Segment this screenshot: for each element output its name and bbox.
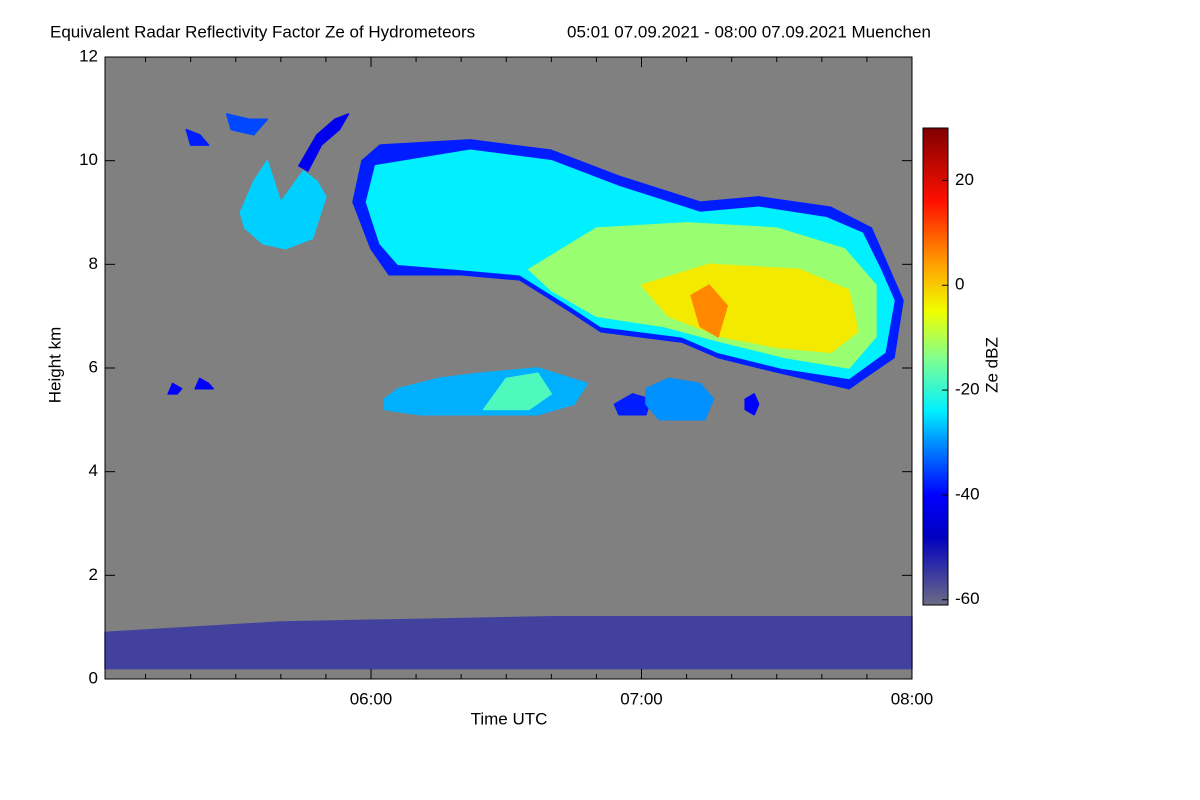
colorbar (922, 127, 949, 606)
colorbar-tick-label: -20 (955, 380, 980, 399)
colorbar-label: Ze dBZ (982, 337, 1001, 393)
y-tick-label: 6 (89, 357, 98, 376)
x-tick-label: 08:00 (891, 689, 934, 708)
x-tick-label: 06:00 (350, 689, 393, 708)
y-axis-label: Height km (45, 327, 64, 404)
echo-region (104, 616, 913, 670)
echo-region (298, 113, 350, 172)
y-tick-label: 12 (79, 46, 98, 65)
echo-region (744, 393, 760, 416)
colorbar-tick-label: 20 (955, 170, 974, 189)
echo-region (640, 263, 859, 354)
y-tick-label: 8 (89, 254, 98, 273)
chart-title: Equivalent Radar Reflectivity Factor Ze … (50, 22, 475, 41)
echo-region (690, 284, 728, 338)
echo-region (194, 377, 214, 390)
chart-subtitle: 05:01 07.09.2021 - 08:00 07.09.2021 Muen… (567, 22, 931, 41)
y-tick-label: 10 (79, 150, 98, 169)
echo-region (167, 382, 183, 395)
x-tick-label: 07:00 (620, 689, 663, 708)
y-tick-label: 0 (89, 668, 98, 687)
y-tick-label: 2 (89, 565, 98, 584)
echo-region (239, 159, 327, 250)
colorbar-tick-label: -60 (955, 589, 980, 608)
echo-region (645, 377, 715, 421)
colorbar-tick-label: -40 (955, 484, 980, 503)
echo-region (225, 113, 269, 136)
echo-region (185, 128, 210, 146)
y-tick-label: 4 (89, 461, 98, 480)
echo-region (482, 372, 553, 411)
colorbar-tick-label: 0 (955, 275, 964, 294)
x-axis-label: Time UTC (471, 709, 548, 728)
